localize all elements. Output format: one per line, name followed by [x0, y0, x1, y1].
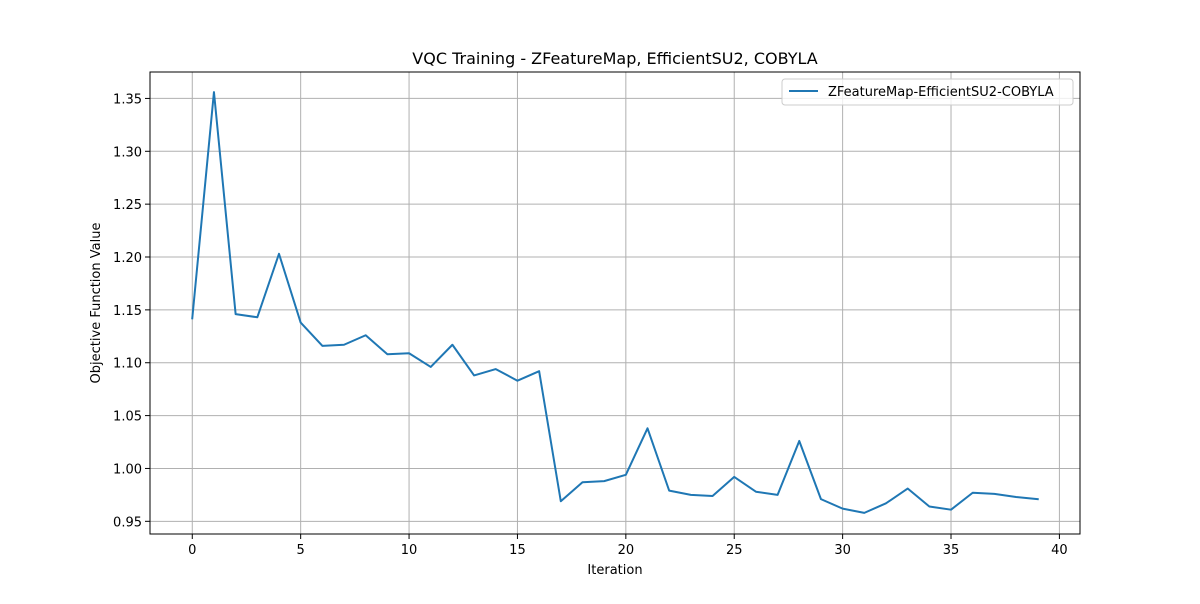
x-axis-ticks: 0 5 10 15 20 25 30 35 40	[188, 534, 1068, 558]
y-axis-label: Objective Function Value	[89, 223, 104, 384]
x-tick-label: 25	[726, 543, 743, 558]
x-tick-label: 10	[401, 543, 418, 558]
x-tick-label: 0	[188, 543, 196, 558]
y-tick-label: 1.20	[113, 251, 142, 266]
series-layer	[191, 91, 1039, 514]
y-tick-label: 1.00	[113, 462, 142, 477]
x-tick-label: 30	[834, 543, 851, 558]
x-tick-label: 5	[297, 543, 305, 558]
legend-label: ZFeatureMap-EfficientSU2-COBYLA	[828, 85, 1054, 100]
x-axis-label: Iteration	[587, 563, 642, 578]
y-axis-ticks: 0.95 1.00 1.05 1.10 1.15 1.20 1.25 1.30 1.35	[113, 92, 150, 530]
y-tick-label: 1.25	[113, 198, 142, 213]
x-tick-label: 20	[618, 543, 635, 558]
x-tick-label: 40	[1051, 543, 1068, 558]
y-tick-label: 1.15	[113, 304, 142, 319]
legend-box	[781, 78, 1074, 106]
y-tick-label: 1.30	[113, 145, 142, 160]
legend: ZFeatureMap-EfficientSU2-COBYLA	[781, 78, 1074, 106]
y-tick-label: 0.95	[113, 515, 142, 530]
y-tick-label: 1.10	[113, 357, 142, 372]
x-tick-label: 35	[943, 543, 960, 558]
chart-title: VQC Training - ZFeatureMap, EfficientSU2…	[412, 49, 817, 68]
y-tick-label: 1.35	[113, 92, 142, 107]
x-tick-label: 15	[509, 543, 526, 558]
y-tick-label: 1.05	[113, 410, 142, 425]
grid-lines	[150, 72, 1080, 534]
plot-area-frame	[149, 71, 1081, 535]
series-line	[191, 91, 1039, 514]
